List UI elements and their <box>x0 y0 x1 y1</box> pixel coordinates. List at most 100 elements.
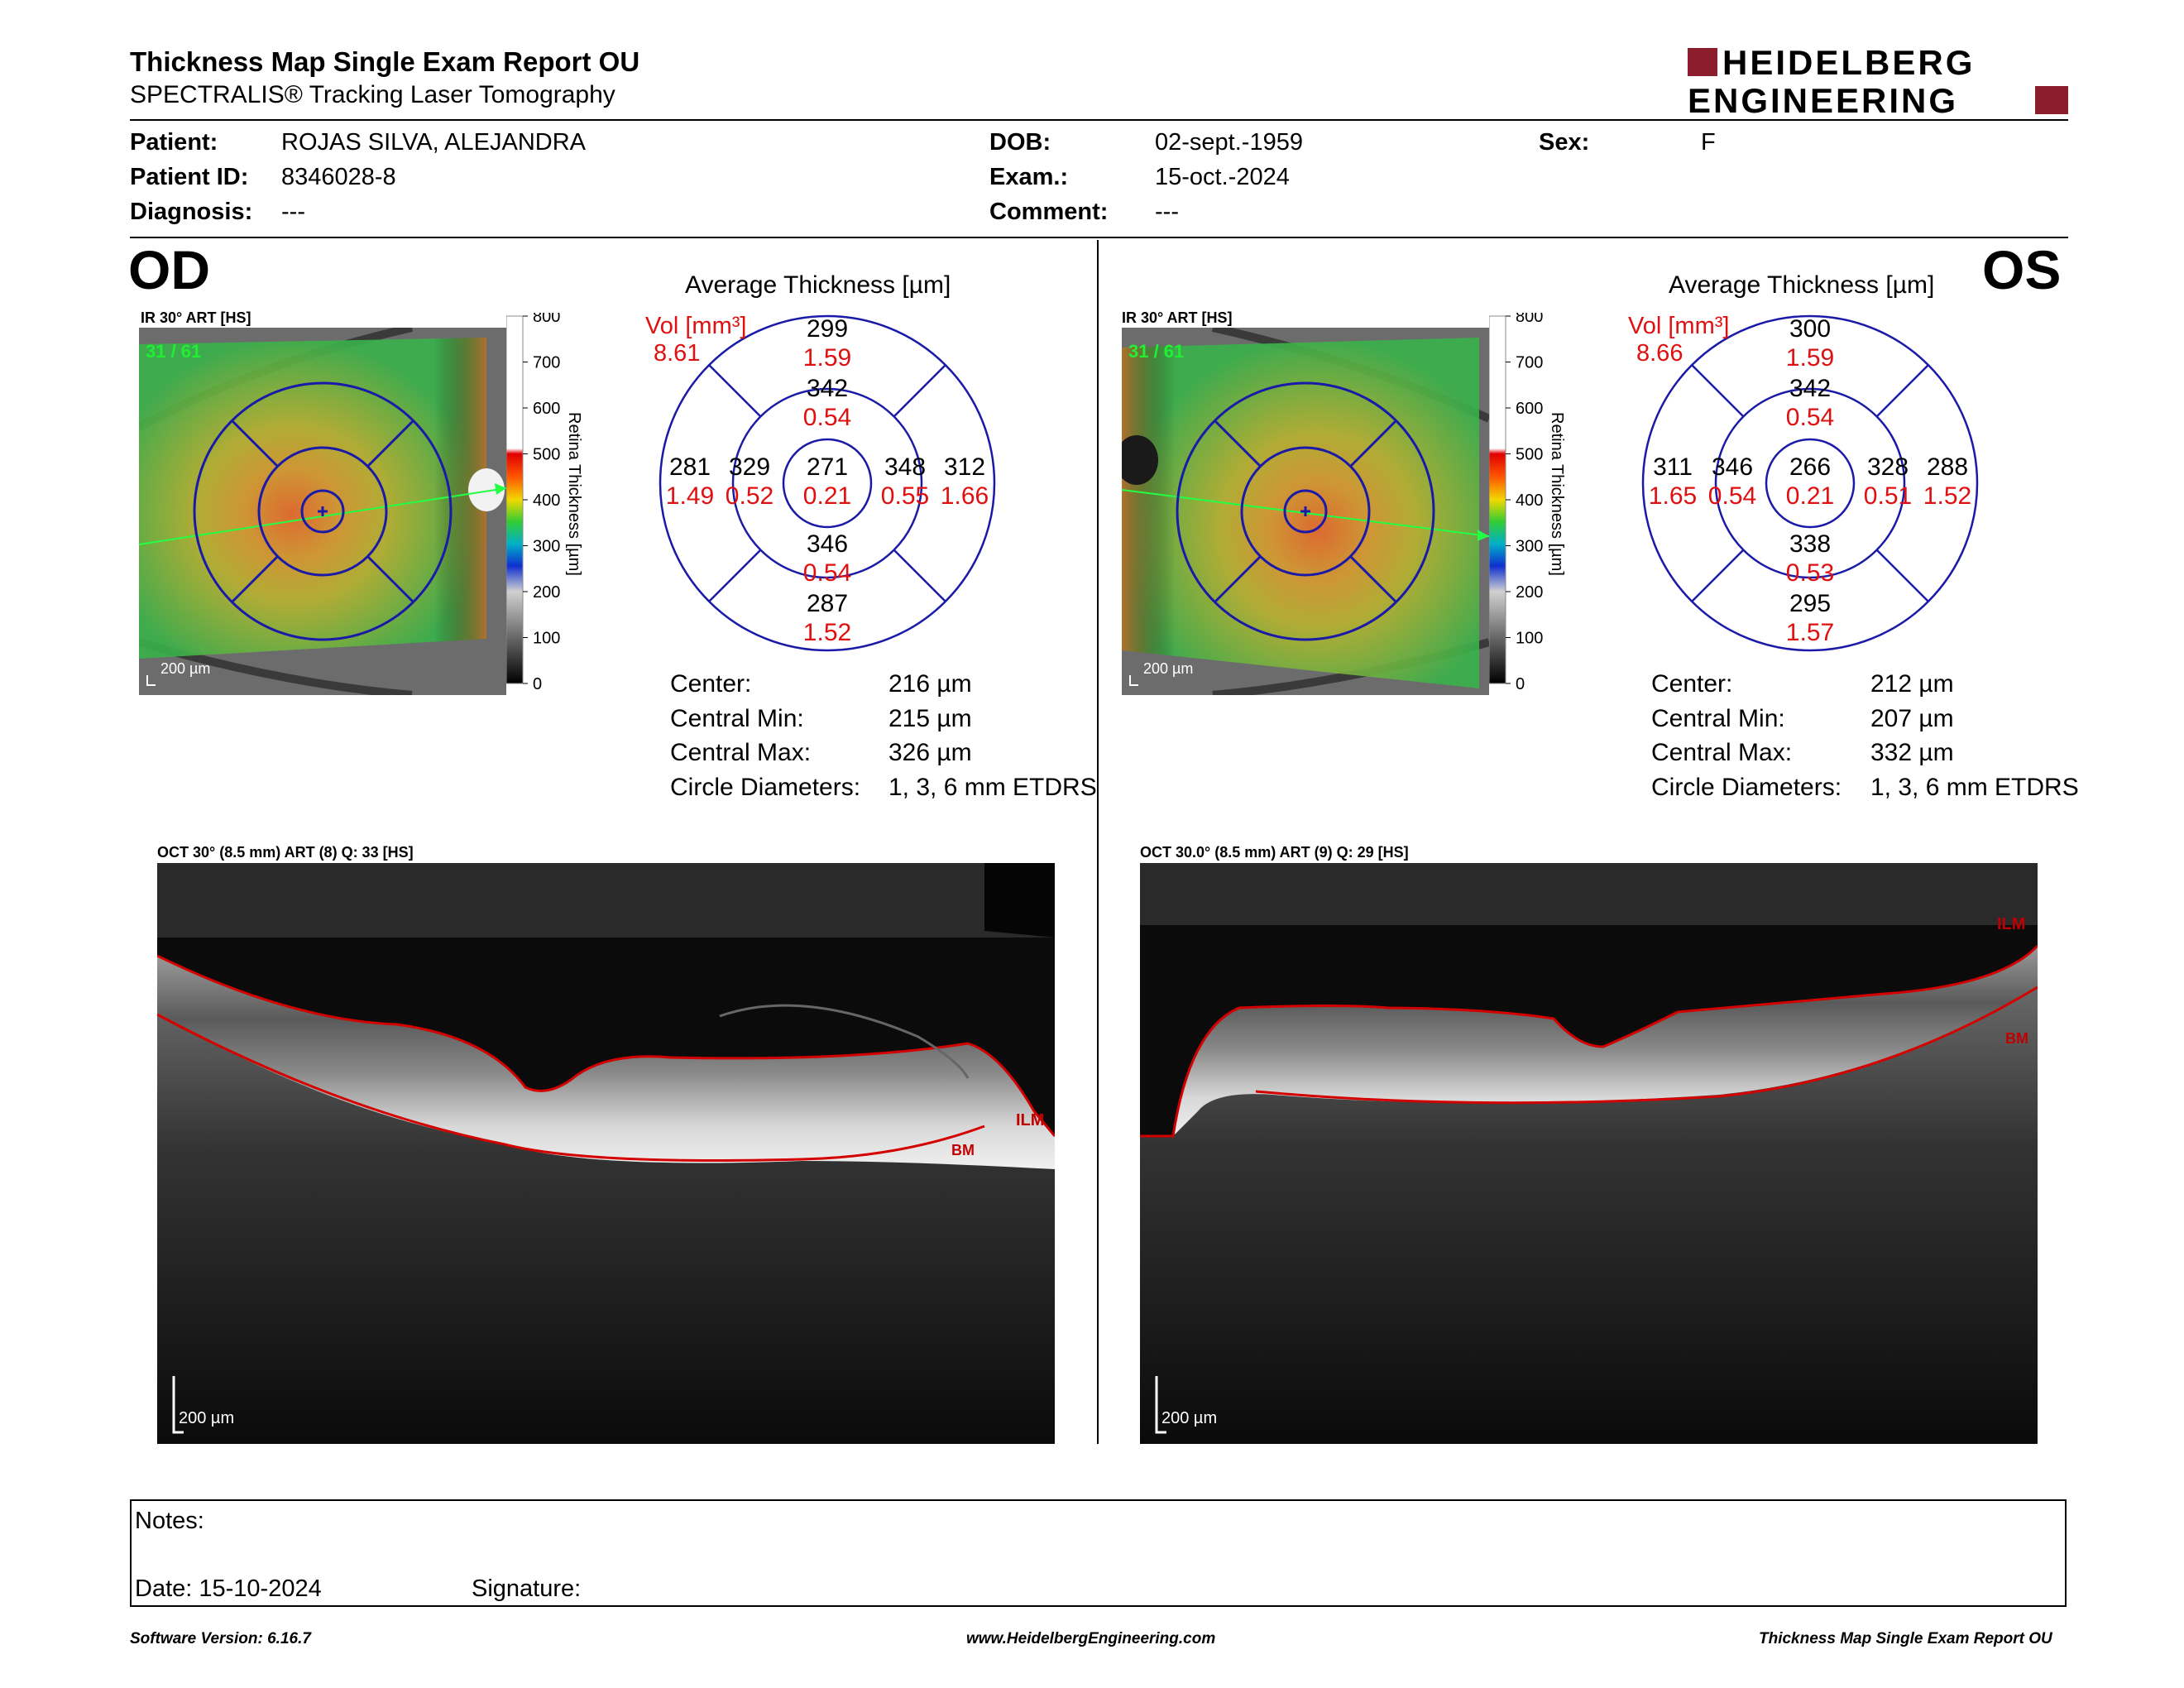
od-center-volume: 0.21 <box>803 482 851 510</box>
website-link[interactable]: www.HeidelbergEngineering.com <box>966 1630 1216 1647</box>
os-colorbar-label: Retina Thickness [µm] <box>1548 412 1566 576</box>
os-oct-caption: OCT 30.0° (8.5 mm) ART (9) Q: 29 [HS] <box>1140 844 1409 861</box>
os-outer-right-volume: 1.52 <box>1923 482 1971 510</box>
os-oct-scalebar: 200 µm <box>1161 1409 1217 1427</box>
od-circle-diameters-label: Circle Diameters: <box>670 774 861 801</box>
od-circle-diameters-value: 1, 3, 6 mm ETDRS <box>888 774 1097 801</box>
od-fundus-thickness-map: 31 / 61 200 µm <box>139 328 506 695</box>
od-oct-bscan: ILM BM 200 µm <box>157 863 1055 1444</box>
od-oct-caption: OCT 30° (8.5 mm) ART (8) Q: 33 [HS] <box>157 844 414 861</box>
od-vol-label: Vol [mm³] <box>645 313 746 339</box>
os-inner-left-volume: 0.54 <box>1708 482 1756 510</box>
od-colorbar-tick-500: 500 <box>533 446 560 464</box>
od-outer-left-volume: 1.49 <box>666 482 714 510</box>
od-outer-right-volume: 1.66 <box>941 482 989 510</box>
os-average-thickness-title: Average Thickness [µm] <box>1669 271 1935 299</box>
os-inner-inferior-thickness: 338 <box>1789 530 1831 558</box>
os-colorbar-tick-300: 300 <box>1516 538 1543 556</box>
os-central-min-value: 207 µm <box>1870 705 1954 732</box>
od-colorbar-tick-400: 400 <box>533 492 560 510</box>
od-inner-right-volume: 0.55 <box>881 482 929 510</box>
os-frame-counter: 31 / 61 <box>1128 341 1184 362</box>
od-bm-label: BM <box>951 1142 975 1158</box>
os-central-min-label: Central Min: <box>1651 705 1785 732</box>
os-fundus-thickness-map: 31 / 61 200 µm <box>1122 328 1489 695</box>
os-colorbar-tick-100: 100 <box>1516 630 1543 648</box>
od-center-value: 216 µm <box>888 670 972 698</box>
software-version: Software Version: 6.16.7 <box>130 1630 311 1647</box>
os-center-label: Center: <box>1651 670 1733 698</box>
exam-value: 15-oct.-2024 <box>1155 164 1290 190</box>
od-colorbar-tick-200: 200 <box>533 583 560 602</box>
os-colorbar-tick-0: 0 <box>1516 675 1525 693</box>
od-inner-inferior-volume: 0.54 <box>803 559 851 587</box>
os-circle-diameters-label: Circle Diameters: <box>1651 774 1842 801</box>
os-inner-inferior-volume: 0.53 <box>1786 559 1834 587</box>
od-central-max-value: 326 µm <box>888 739 972 766</box>
os-center-thickness: 266 <box>1789 453 1831 481</box>
od-fundus-caption: IR 30° ART [HS] <box>141 309 251 326</box>
os-colorbar: 800 700 600 500 400 300 200 100 0 Retina Thickne… <box>1489 313 1566 693</box>
os-ilm-label: ILM <box>1997 915 2025 933</box>
os-eye-label: OS <box>1982 239 2062 300</box>
od-colorbar-tick-100: 100 <box>533 630 560 648</box>
od-center-thickness: 271 <box>807 453 848 481</box>
notes-box <box>130 1499 2067 1607</box>
dob-value: 02-sept.-1959 <box>1155 129 1303 156</box>
od-colorbar-tick-300: 300 <box>533 538 560 556</box>
signature-label: Signature: <box>472 1575 582 1602</box>
os-etdrs-grid: Vol [mm³] 8.66 300 1.59 342 0.54 266 0.2… <box>1628 313 1979 652</box>
od-outer-superior-thickness: 299 <box>807 315 848 343</box>
os-colorbar-tick-600: 600 <box>1516 400 1543 418</box>
notes-label: Notes: <box>135 1508 204 1534</box>
od-vol-total: 8.61 <box>654 340 700 367</box>
od-colorbar: 800 700 600 500 400 300 200 100 0 Retina Thickne… <box>506 313 583 693</box>
dob-label: DOB: <box>989 129 1051 156</box>
os-fundus-caption: IR 30° ART [HS] <box>1122 309 1233 326</box>
os-inner-superior-thickness: 342 <box>1789 375 1831 402</box>
od-fundus-scalebar: 200 µm <box>160 660 210 677</box>
od-etdrs-grid: Vol [mm³] 8.61 299 1.59 342 0.54 271 0.2… <box>645 313 996 652</box>
diagnosis-value: --- <box>281 199 305 225</box>
od-colorbar-tick-800: 800 <box>533 313 560 326</box>
os-colorbar-tick-800: 800 <box>1516 313 1543 326</box>
os-center-volume: 0.21 <box>1786 482 1834 510</box>
od-eye-label: OD <box>128 239 210 300</box>
logo-line1: HEIDELBERG <box>1722 45 1975 82</box>
patient-id-label: Patient ID: <box>130 164 249 190</box>
od-outer-right-thickness: 312 <box>944 453 985 481</box>
heidelberg-logo: HEIDELBERG ENGINEERING <box>1688 45 2068 117</box>
od-average-thickness-title: Average Thickness [µm] <box>685 271 951 299</box>
os-outer-left-thickness: 311 <box>1653 453 1693 481</box>
od-outer-inferior-thickness: 287 <box>807 590 848 617</box>
od-inner-left-volume: 0.52 <box>726 482 774 510</box>
os-bm-label: BM <box>2005 1030 2028 1047</box>
od-central-min-label: Central Min: <box>670 705 804 732</box>
eye-divider <box>1097 240 1099 1444</box>
od-central-min-value: 215 µm <box>888 705 972 732</box>
od-colorbar-tick-700: 700 <box>533 354 560 372</box>
os-central-max-value: 332 µm <box>1870 739 1954 766</box>
od-ilm-label: ILM <box>1016 1111 1044 1129</box>
exam-label: Exam.: <box>989 164 1069 190</box>
os-inner-left-thickness: 346 <box>1712 453 1753 481</box>
od-outer-left-thickness: 281 <box>669 453 711 481</box>
os-colorbar-tick-700: 700 <box>1516 354 1543 372</box>
od-central-max-label: Central Max: <box>670 739 812 766</box>
os-colorbar-tick-200: 200 <box>1516 583 1543 602</box>
patient-name: ROJAS SILVA, ALEJANDRA <box>281 129 586 156</box>
od-inner-superior-thickness: 342 <box>807 375 848 402</box>
os-outer-superior-volume: 1.59 <box>1786 344 1834 372</box>
os-inner-right-volume: 0.51 <box>1864 482 1912 510</box>
od-outer-inferior-volume: 1.52 <box>803 619 851 646</box>
sex-label: Sex: <box>1539 129 1590 156</box>
od-colorbar-label: Retina Thickness [µm] <box>565 412 583 576</box>
os-oct-bscan: ILM BM 200 µm <box>1140 863 2038 1444</box>
sex-value: F <box>1701 129 1716 156</box>
os-outer-superior-thickness: 300 <box>1789 315 1831 343</box>
od-oct-scalebar: 200 µm <box>179 1409 234 1427</box>
os-colorbar-tick-500: 500 <box>1516 446 1543 464</box>
os-circle-diameters-value: 1, 3, 6 mm ETDRS <box>1870 774 2079 801</box>
os-outer-left-volume: 1.65 <box>1649 482 1697 510</box>
od-inner-left-thickness: 329 <box>729 453 770 481</box>
